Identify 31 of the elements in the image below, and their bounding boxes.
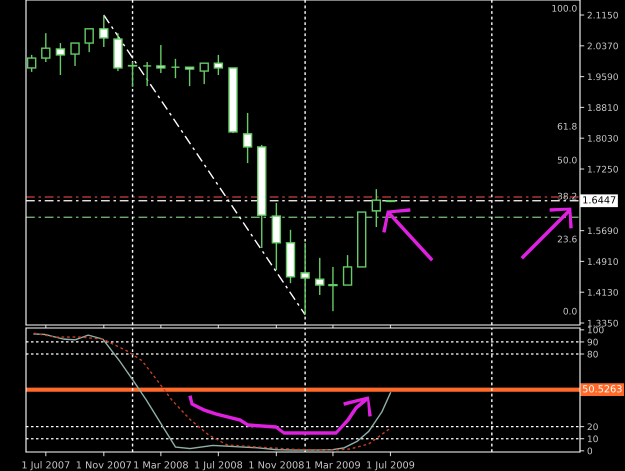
annotation: 50.0 bbox=[558, 156, 577, 164]
y-tick-label: 1.4910 bbox=[588, 258, 618, 265]
y-tick-label: 1.9590 bbox=[588, 73, 618, 80]
y-tick-label: 1.7250 bbox=[588, 166, 618, 173]
y-tick-label: 1.8810 bbox=[588, 104, 618, 111]
annotation: 0.0 bbox=[563, 308, 577, 315]
ref-line-label: 50.5263 bbox=[582, 385, 622, 392]
y-tick-label: 20 bbox=[588, 423, 598, 430]
y-tick-label: 90 bbox=[588, 338, 598, 346]
x-tick-label: 1 Jul 2009 bbox=[367, 461, 414, 470]
y-tick-label: 80 bbox=[588, 350, 598, 358]
y-tick-label: 1.3350 bbox=[588, 320, 618, 327]
x-tick-label: 1 Jul 2007 bbox=[22, 461, 70, 470]
y-tick-label: 10 bbox=[588, 435, 598, 442]
annotation: 100.0 bbox=[552, 4, 577, 12]
x-tick-label: 1 Mar 2009 bbox=[306, 461, 360, 469]
annotation: 61.8 bbox=[558, 122, 577, 130]
y-tick-label: 1.5690 bbox=[588, 227, 618, 234]
y-tick-label: 0 bbox=[588, 448, 592, 454]
y-tick-label: 1.4130 bbox=[588, 288, 618, 296]
x-tick-label: 1 Nov 2007 bbox=[76, 461, 132, 469]
y-tick-label: 2.0370 bbox=[588, 42, 618, 50]
y-tick-label: 2.1150 bbox=[588, 12, 618, 19]
x-tick-label: 1 Mar 2008 bbox=[134, 461, 188, 469]
y-tick-label: 100 bbox=[588, 326, 604, 334]
ref-line-label: 1.6447 bbox=[583, 196, 616, 204]
y-tick-label: 1.8030 bbox=[588, 134, 618, 142]
x-tick-label: 1 Nov 2008 bbox=[249, 461, 304, 469]
annotation: 23.6 bbox=[558, 236, 577, 242]
x-tick-label: 1 Jul 2008 bbox=[195, 461, 242, 470]
annotation: 38.2 bbox=[558, 192, 576, 200]
